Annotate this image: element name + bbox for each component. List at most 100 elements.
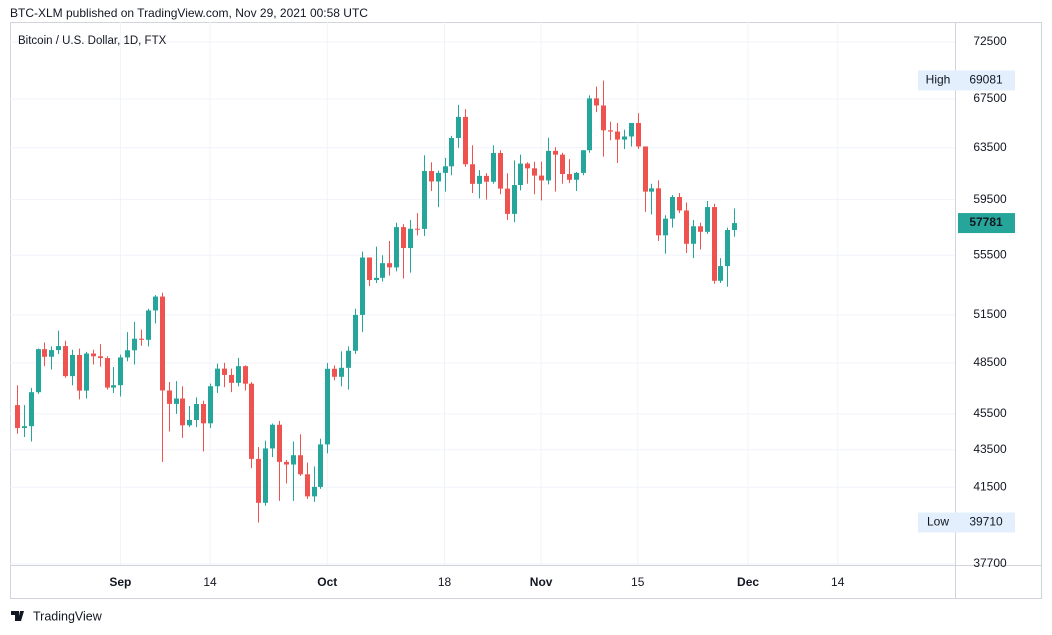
candle-body — [22, 426, 27, 428]
candle-body — [718, 266, 723, 281]
x-tick-label: Sep — [109, 575, 131, 589]
candle-body — [201, 404, 206, 424]
candle-body — [312, 486, 317, 497]
candle-body — [663, 218, 668, 236]
candle-body — [277, 424, 282, 462]
candle-body — [367, 257, 372, 281]
candle-body — [463, 116, 468, 165]
candle-body — [705, 207, 710, 232]
candle-body — [560, 154, 565, 175]
candle-body — [677, 196, 682, 211]
y-tick-label: 37700 — [973, 556, 1007, 570]
candle-body — [656, 188, 661, 236]
candle-body — [42, 349, 47, 357]
candle-body — [422, 171, 427, 229]
candle-body — [477, 175, 482, 184]
candle-body — [146, 310, 151, 340]
candle-body — [98, 356, 103, 359]
candle-body — [670, 196, 675, 219]
candle-body — [70, 354, 75, 377]
candle-body — [84, 353, 89, 391]
candle-body — [318, 444, 323, 487]
candle-body — [360, 257, 365, 315]
candle-body — [236, 366, 241, 383]
candle-body — [394, 227, 399, 268]
y-tick-label: 45500 — [973, 406, 1007, 420]
candle-body — [243, 366, 248, 384]
extreme-box — [918, 512, 1015, 533]
candle-body — [443, 166, 448, 173]
candle-body — [380, 263, 385, 278]
candle-body — [215, 368, 220, 387]
x-tick-label: 14 — [831, 575, 845, 589]
candle-body — [36, 349, 41, 393]
candle-body — [49, 350, 54, 357]
candle-body — [691, 226, 696, 244]
candle-body — [415, 228, 420, 230]
candle-body — [29, 392, 34, 427]
candle-body — [601, 105, 606, 131]
x-tick-label: 15 — [631, 575, 645, 589]
candle-body — [298, 455, 303, 475]
candle-body — [539, 175, 544, 181]
candle-body — [567, 174, 572, 180]
candle-body — [249, 383, 254, 459]
y-tick-label: 72500 — [973, 34, 1007, 48]
candle-body — [574, 172, 579, 180]
candle-body — [125, 350, 130, 358]
y-tick-label: 67500 — [973, 91, 1007, 105]
candle-body — [174, 398, 179, 404]
candle-body — [712, 207, 717, 281]
y-tick-label: 59500 — [973, 192, 1007, 206]
candle-body — [339, 367, 344, 377]
candle-body — [284, 461, 289, 465]
candle-body — [505, 188, 510, 214]
candle-body — [374, 277, 379, 281]
candle-body — [484, 175, 489, 182]
candle-body — [608, 130, 613, 132]
candle-body — [229, 374, 234, 383]
x-tick-label: Nov — [530, 575, 553, 589]
y-tick-label: 63500 — [973, 140, 1007, 154]
candle-body — [160, 296, 165, 391]
chart-title: Bitcoin / U.S. Dollar, 1D, FTX — [18, 35, 167, 47]
candle-body — [180, 398, 185, 426]
header-title: BTC-XLM published on TradingView.com, No… — [10, 6, 368, 20]
candle-body — [332, 368, 337, 377]
candle-body — [139, 338, 144, 340]
chart-frame — [10, 22, 1042, 599]
candle-body — [636, 122, 641, 147]
candle-body — [263, 448, 268, 503]
extreme-value: 39710 — [969, 515, 1003, 529]
candle-body — [270, 424, 275, 449]
candle-body — [546, 150, 551, 181]
candles — [15, 80, 737, 523]
candle-body — [622, 136, 627, 140]
candle-body — [449, 137, 454, 167]
candle-body — [408, 228, 413, 249]
candle-body — [387, 263, 392, 268]
candle-body — [518, 163, 523, 186]
candle-body — [77, 354, 82, 391]
candle-body — [649, 188, 654, 192]
candle-body — [725, 230, 730, 267]
candle-body — [553, 150, 558, 155]
candle-body — [346, 350, 351, 368]
candle-body — [167, 390, 172, 404]
candle-body — [56, 346, 61, 351]
x-tick-label: Dec — [737, 575, 759, 589]
extreme-label: High — [926, 73, 951, 87]
candle-body — [208, 386, 213, 424]
candle-body — [305, 474, 310, 497]
last-price: 57781 — [969, 215, 1003, 229]
candle-body — [111, 385, 116, 388]
candle-body — [532, 168, 537, 176]
candle-body — [698, 226, 703, 232]
footer-brand: TradingView — [33, 609, 103, 623]
grid — [10, 22, 955, 565]
candle-body — [222, 368, 227, 375]
extreme-value: 69081 — [969, 73, 1003, 87]
candle-body — [401, 227, 406, 249]
candle-body — [615, 131, 620, 140]
